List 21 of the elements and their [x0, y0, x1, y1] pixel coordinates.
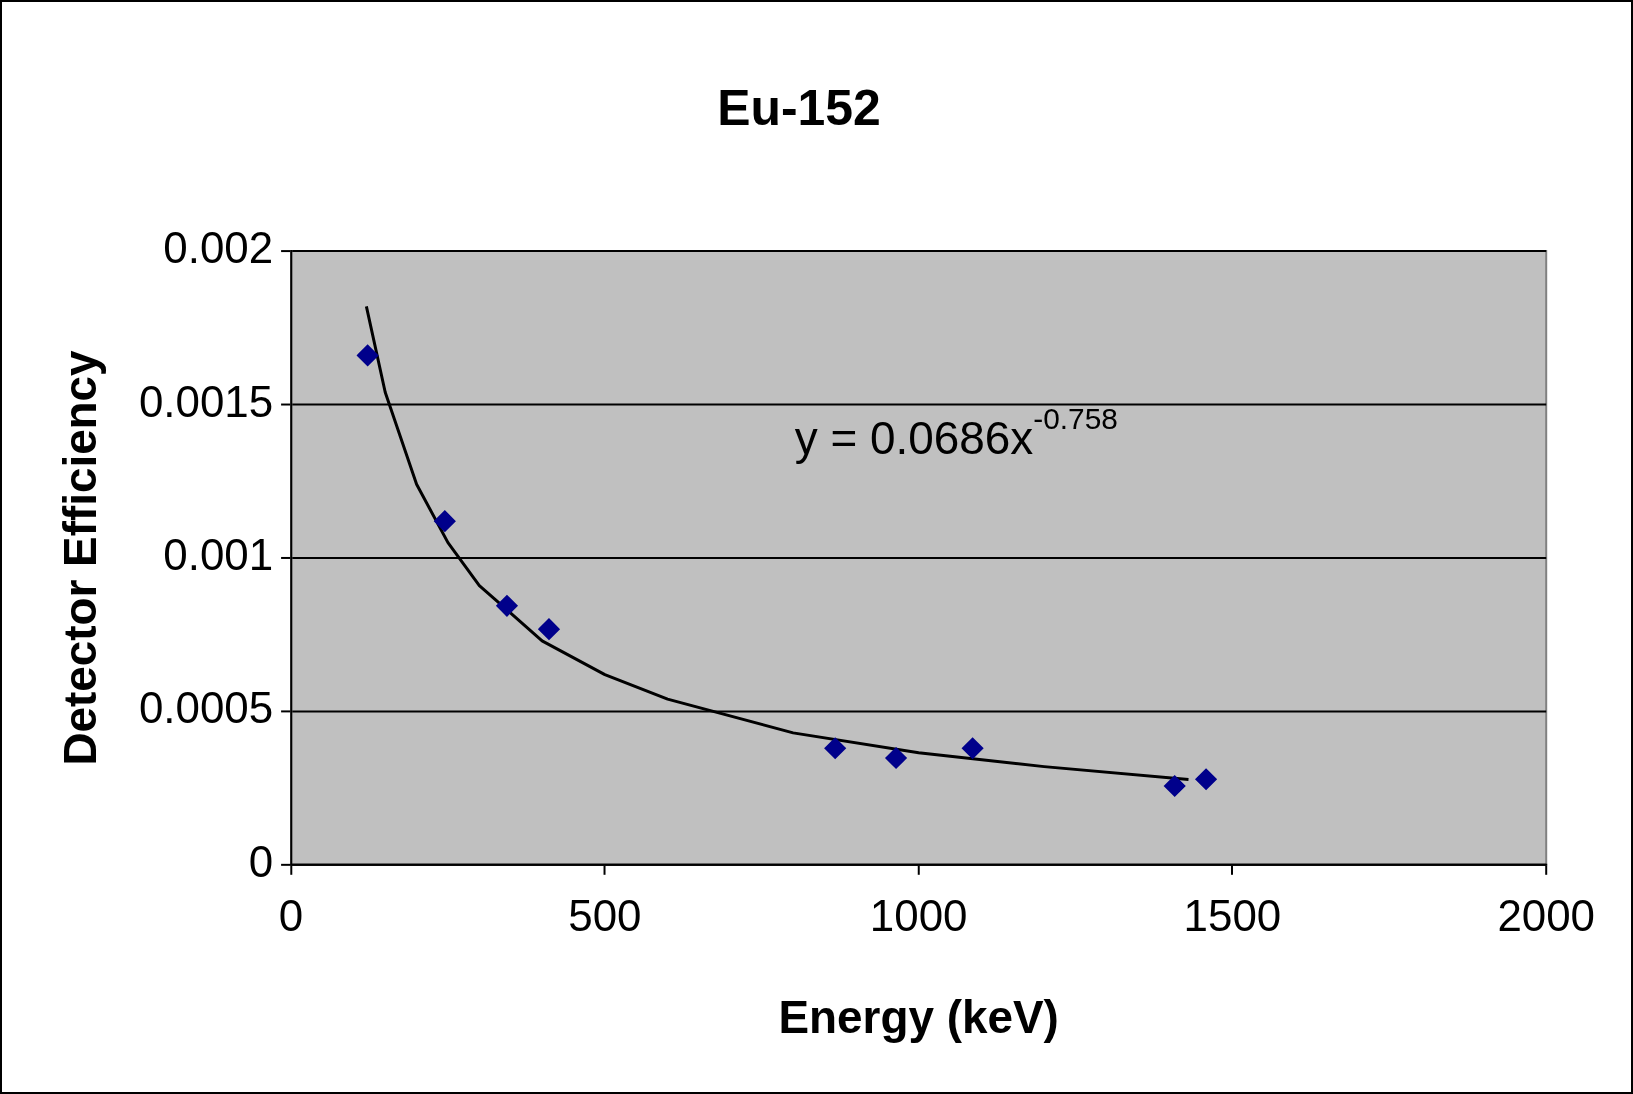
point [1195, 768, 1217, 790]
y-tick-label: 0 [248, 836, 274, 886]
chart-title: Eu-152 [717, 80, 881, 137]
point [357, 344, 379, 366]
point [824, 737, 846, 759]
x-tick-label: 1500 [1183, 891, 1282, 941]
y-axis-title: Detector Efficiency [54, 349, 107, 766]
x-tick-label: 1000 [869, 891, 968, 941]
y-tick-label: 0.0005 [138, 683, 274, 733]
point [434, 510, 456, 532]
point [885, 747, 907, 769]
point [1164, 775, 1186, 797]
point [962, 737, 984, 759]
point [538, 618, 560, 640]
x-tick-label: 500 [568, 891, 642, 941]
y-tick-label: 0.002 [163, 223, 274, 273]
y-tick-label: 0.0015 [138, 376, 274, 426]
point [496, 595, 518, 617]
y-tick-label: 0.001 [163, 530, 274, 580]
x-axis-title: Energy (keV) [778, 991, 1059, 1044]
x-tick-label: 2000 [1497, 891, 1596, 941]
